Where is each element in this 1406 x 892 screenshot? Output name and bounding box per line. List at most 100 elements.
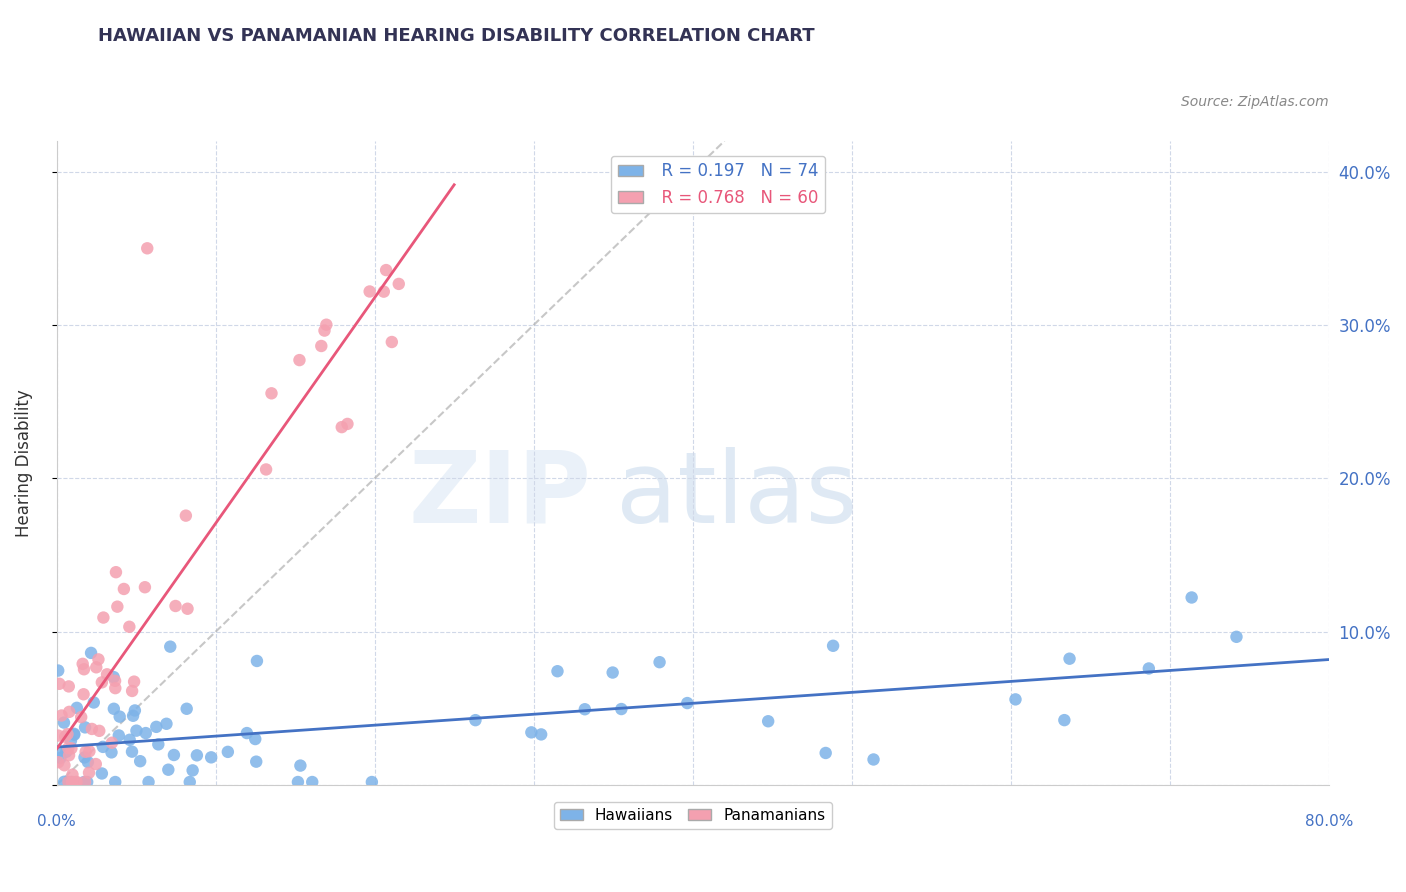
Point <box>100 745 122 759</box>
Point <box>56 727 79 741</box>
Point <box>63 728 86 742</box>
Text: 0.0%: 0.0% <box>37 814 76 829</box>
Point <box>46 744 69 758</box>
Point <box>136 241 159 255</box>
Point <box>51 708 73 723</box>
Point <box>87 652 110 666</box>
Point <box>103 702 125 716</box>
Point <box>148 737 170 751</box>
Point <box>574 702 596 716</box>
Point <box>165 599 187 613</box>
Point <box>530 727 553 741</box>
Point <box>287 775 309 789</box>
Point <box>157 763 180 777</box>
Point <box>53 758 76 772</box>
Point <box>84 757 107 772</box>
Point <box>122 708 145 723</box>
Point <box>121 684 143 698</box>
Point <box>245 732 267 747</box>
Point <box>159 640 181 654</box>
Point <box>46 756 69 770</box>
Point <box>254 462 277 476</box>
Point <box>814 746 837 760</box>
Point <box>55 745 77 759</box>
Point <box>79 744 101 758</box>
Point <box>375 263 398 277</box>
Point <box>58 775 80 789</box>
Point <box>823 639 845 653</box>
Text: atlas: atlas <box>616 447 858 544</box>
Point <box>72 687 94 701</box>
Point <box>58 680 80 694</box>
Point <box>73 750 96 764</box>
Point <box>76 775 98 789</box>
Point <box>49 751 72 765</box>
Point <box>862 752 884 766</box>
Point <box>135 726 157 740</box>
Point <box>73 662 96 676</box>
Point <box>155 716 177 731</box>
Point <box>163 747 186 762</box>
Point <box>53 774 76 789</box>
Point <box>105 599 128 614</box>
Point <box>65 775 87 789</box>
Point <box>108 709 131 723</box>
Point <box>90 675 112 690</box>
Point <box>1004 692 1026 706</box>
Point <box>756 714 779 729</box>
Point <box>58 775 80 789</box>
Point <box>246 654 269 668</box>
Point <box>174 508 197 523</box>
Legend: Hawaiians, Panamanians: Hawaiians, Panamanians <box>554 802 832 829</box>
Point <box>217 745 239 759</box>
Point <box>62 767 84 781</box>
Point <box>125 723 148 738</box>
Point <box>388 277 411 291</box>
Point <box>83 696 105 710</box>
Point <box>101 736 124 750</box>
Point <box>118 620 141 634</box>
Point <box>121 745 143 759</box>
Point <box>46 664 69 678</box>
Point <box>124 703 146 717</box>
Point <box>290 758 312 772</box>
Text: HAWAIIAN VS PANAMANIAN HEARING DISABILITY CORRELATION CHART: HAWAIIAN VS PANAMANIAN HEARING DISABILIT… <box>98 27 815 45</box>
Point <box>359 285 381 299</box>
Point <box>66 701 89 715</box>
Point <box>145 720 167 734</box>
Point <box>464 713 486 727</box>
Point <box>48 677 70 691</box>
Point <box>104 775 127 789</box>
Point <box>59 733 82 747</box>
Point <box>77 755 100 769</box>
Point <box>381 334 404 349</box>
Point <box>80 722 103 736</box>
Point <box>122 674 145 689</box>
Point <box>138 775 160 789</box>
Point <box>96 667 118 681</box>
Point <box>330 420 353 434</box>
Point <box>90 766 112 780</box>
Point <box>77 765 100 780</box>
Point <box>129 754 152 768</box>
Point <box>1137 661 1160 675</box>
Point <box>520 725 543 739</box>
Point <box>1181 591 1204 605</box>
Point <box>245 755 267 769</box>
Point <box>181 764 204 778</box>
Text: Source: ZipAtlas.com: Source: ZipAtlas.com <box>1181 95 1329 109</box>
Point <box>1059 651 1081 665</box>
Point <box>1053 713 1076 727</box>
Point <box>60 775 83 789</box>
Point <box>360 775 382 789</box>
Point <box>134 580 156 594</box>
Point <box>186 748 208 763</box>
Point <box>260 386 283 401</box>
Point <box>200 750 222 764</box>
Point <box>288 353 311 368</box>
Point <box>89 723 111 738</box>
Point <box>301 775 323 789</box>
Point <box>60 741 83 756</box>
Point <box>314 324 336 338</box>
Point <box>315 318 337 332</box>
